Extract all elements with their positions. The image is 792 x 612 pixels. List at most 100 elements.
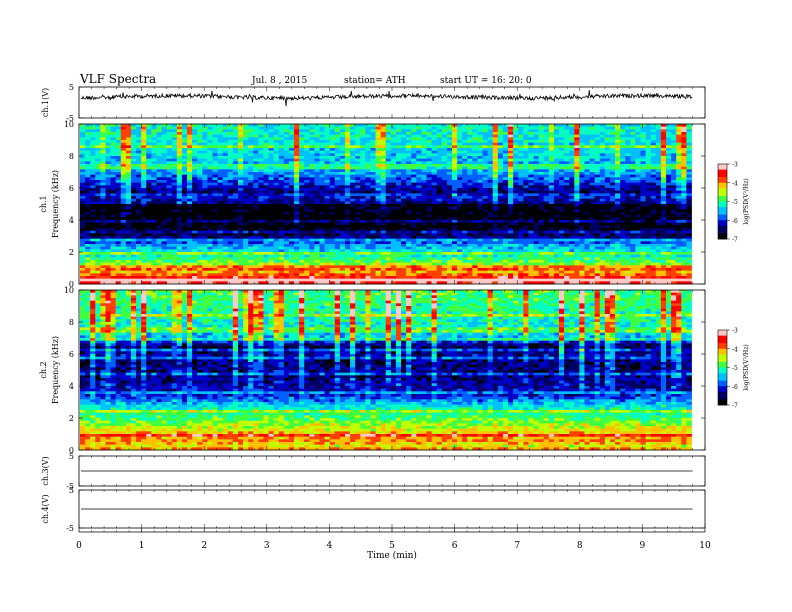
ch1-spectrogram-cell <box>360 228 366 232</box>
ch1-spectrogram-cell <box>640 153 647 157</box>
ch1-spectrogram-cell <box>156 230 162 234</box>
ch1-spectrogram-cell <box>100 214 106 218</box>
ch1-spectrogram-cell <box>187 185 193 189</box>
ch1-spectrogram-cell <box>645 228 652 232</box>
ch1-spectrogram-cell <box>655 204 662 208</box>
ch1-spectrogram-cell <box>630 220 636 224</box>
ch1-spectrogram-cell <box>278 156 285 160</box>
ch1-spectrogram-cell <box>120 196 127 200</box>
ch1-spectrogram-cell <box>518 193 524 197</box>
ch1-spectrogram-cell <box>171 166 178 170</box>
ch1-spectrogram-cell <box>599 180 606 184</box>
ch1-spectrogram-cell <box>146 161 152 165</box>
ch1-spectrogram-cell <box>176 156 183 160</box>
ch1-spectrogram-cell <box>339 134 346 138</box>
ch1-spectrogram-cell <box>319 129 325 133</box>
ch1-spectrogram-cell <box>350 174 356 178</box>
ch1-spectrogram-cell <box>176 204 183 208</box>
ch1-spectrogram-cell <box>655 150 662 154</box>
ch1-spectrogram-cell <box>380 164 387 168</box>
ch1-spectrogram-cell <box>120 158 127 162</box>
ch1-spectrogram-cell <box>314 172 320 176</box>
ch1-spectrogram-cell <box>508 140 514 144</box>
ch1-spectrogram-cell <box>518 158 524 162</box>
ch1-spectrogram-cell <box>248 177 254 181</box>
ch1-spectrogram-cell <box>604 222 611 226</box>
ch1-spectrogram-cell <box>497 188 504 192</box>
ch1-spectrogram-cell <box>237 174 244 178</box>
ch1-spectrogram-cell <box>146 129 152 133</box>
ch1-spectrogram-cell <box>671 198 677 202</box>
ch1-waveform-y-tick-label: 5 <box>69 83 74 92</box>
ch1-spectrogram-cell <box>344 182 351 186</box>
ch1-spectrogram-cell <box>243 206 249 210</box>
ch1-spectrogram-cell <box>110 204 117 208</box>
ch1-spectrogram-cell <box>676 204 682 208</box>
ch1-spectrogram-cell <box>176 206 183 210</box>
ch1-spectrogram-cell <box>232 204 239 208</box>
ch1-spectrogram-cell <box>365 169 371 173</box>
ch1-spectrogram-cell <box>574 214 580 218</box>
ch1-spectrogram-cell <box>671 126 677 130</box>
ch1-spectrogram-cell <box>375 188 382 192</box>
ch1-spectrogram-cell <box>339 150 346 154</box>
ch1-spectrogram-cell <box>90 225 96 229</box>
ch1-spectrogram-cell <box>477 150 483 154</box>
ch1-spectrogram-cell <box>655 169 662 173</box>
ch1-spectrogram-cell <box>80 137 86 141</box>
ch1-spectrogram-cell <box>518 124 524 128</box>
ch1-spectrogram-cell <box>472 193 478 197</box>
ch1-spectrogram-cell <box>355 126 361 130</box>
ch1-spectrogram-cell <box>579 124 585 128</box>
ch1-spectrogram-cell <box>446 124 453 128</box>
ch1-spectrogram-cell <box>462 172 468 176</box>
ch1-spectrogram-cell <box>350 198 356 202</box>
ch1-spectrogram-cell <box>197 174 203 178</box>
ch1-spectrogram-cell <box>120 201 127 205</box>
ch1-spectrogram-cell <box>523 172 529 176</box>
ch1-spectrogram-cell <box>533 174 540 178</box>
ch1-spectrogram-cell <box>630 150 636 154</box>
ch1-spectrogram-cell <box>334 164 341 168</box>
ch1-spectrogram-cell <box>416 217 422 221</box>
ch1-spectrogram-cell <box>344 196 351 200</box>
ch1-spectrogram-cell <box>217 190 224 194</box>
ch1-spectrogram-cell <box>508 196 514 200</box>
ch1-spectrogram-cell <box>288 185 295 189</box>
ch1-spectrogram-cell <box>401 180 407 184</box>
ch1-spectrogram-cell <box>171 124 178 128</box>
ch1-spectrogram-cell <box>176 177 183 181</box>
ch1-spectrogram-cell <box>243 180 249 184</box>
ch1-spectrogram-cell <box>686 124 692 128</box>
ch1-spectrogram-cell <box>548 161 555 165</box>
ch1-spectrogram-cell <box>523 212 529 216</box>
ch1-spectrogram-cell <box>472 172 478 176</box>
ch1-spectrogram-cell <box>579 150 585 154</box>
ch1-spectrogram-cell <box>299 188 305 192</box>
ch1-spectrogram-cell <box>655 212 662 216</box>
ch1-spectrogram-cell <box>105 204 111 208</box>
ch1-spectrogram-cell <box>660 198 667 202</box>
ch1-spectrogram-cell <box>421 188 427 192</box>
ch1-spectrogram-cell <box>574 193 580 197</box>
ch1-spectrogram-cell <box>344 174 351 178</box>
ch1-spectrogram-cell <box>671 124 677 128</box>
ch1-spectrogram-cell <box>604 209 611 213</box>
ch1-spectrogram-cell <box>609 172 616 176</box>
ch1-spectrogram-cell <box>222 177 229 181</box>
ch1-spectrogram-cell <box>105 177 111 181</box>
ch1-spectrogram-cell <box>380 198 387 202</box>
ch1-spectrogram-cell <box>671 193 677 197</box>
ch1-spectrogram-cell <box>666 148 672 152</box>
ch1-spectrogram-cell <box>385 153 392 157</box>
ch1-spectrogram-cell <box>533 169 540 173</box>
ch1-spectrogram-cell <box>538 142 545 146</box>
ch1-spectrogram-cell <box>90 182 96 186</box>
ch1-spectrogram-cell <box>615 169 621 173</box>
ch1-spectrogram-cell <box>136 193 142 197</box>
ch1-spectrogram-cell <box>360 209 366 213</box>
ch1-spectrogram-cell <box>80 188 86 192</box>
ch1-spectrogram-cell <box>421 228 427 232</box>
ch1-spectrogram-cell <box>166 161 173 165</box>
ch1-spectrogram-cell <box>594 196 601 200</box>
